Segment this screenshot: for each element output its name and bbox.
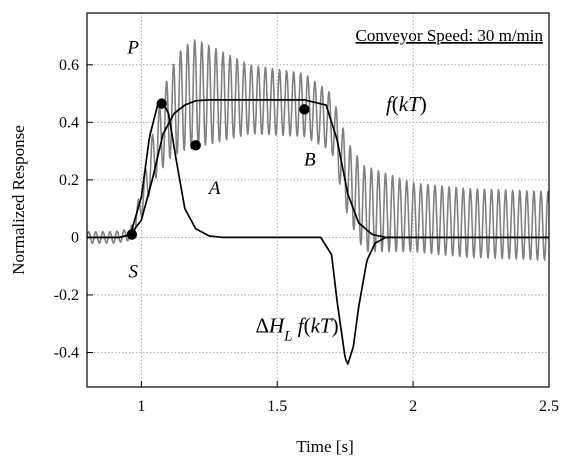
y-tick-label: 0.2 <box>59 172 79 189</box>
y-axis-label: Normalized Response <box>9 125 28 275</box>
x-tick-label: 2.5 <box>539 398 559 415</box>
y-tick-label: 0.6 <box>59 57 79 74</box>
y-tick-label: 0 <box>71 229 79 246</box>
x-axis-label: Time [s] <box>296 437 353 456</box>
curve-label-1: ΔHL f(kT) <box>255 313 338 344</box>
marker-label-b: B <box>304 149 316 170</box>
x-tick-label: 1 <box>137 398 145 415</box>
marker-point-p <box>156 98 167 109</box>
marker-point-s <box>126 229 138 240</box>
marker-point-b <box>299 104 310 115</box>
marker-label-s: S <box>128 262 138 283</box>
axis-ticks: 1 1.5 2 2.5 -0.4 -0.2 0 0.2 0.4 0.6 <box>54 57 559 415</box>
y-tick-label: 0.4 <box>59 114 79 131</box>
marker-layer <box>126 98 310 240</box>
y-tick-label: -0.2 <box>54 287 79 304</box>
y-tick-label: -0.4 <box>54 344 79 361</box>
label-layer: S P A Bf(kT) ΔHL f(kT) <box>126 37 426 344</box>
conveyor-speed-label: Conveyor Speed: 30 m/min <box>356 26 544 45</box>
measured-response-line <box>87 39 549 261</box>
marker-label-a: A <box>207 178 221 199</box>
plot-frame <box>86 12 550 388</box>
marker-label-p: P <box>126 37 139 58</box>
marker-point-a <box>190 140 201 151</box>
curve-label-0: f(kT) <box>386 92 427 116</box>
x-tick-label: 1.5 <box>267 398 287 415</box>
x-tick-label: 2 <box>409 398 417 415</box>
